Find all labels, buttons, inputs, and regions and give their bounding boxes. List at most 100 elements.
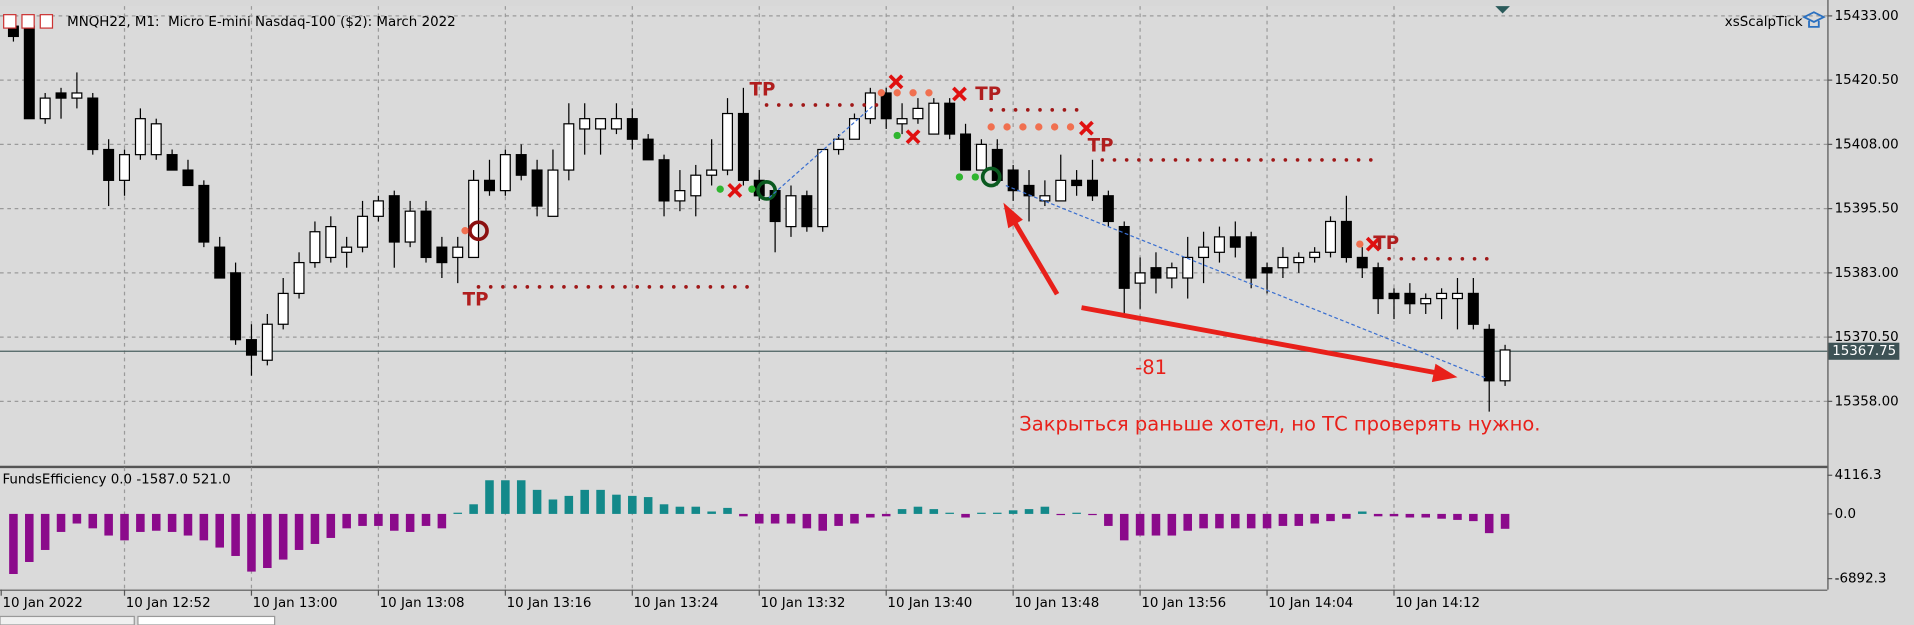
candle-body: [309, 231, 321, 264]
histogram-bar: [659, 504, 669, 514]
candle-body: [610, 118, 622, 130]
close-mark: [952, 86, 967, 102]
indicator-pane: [0, 468, 1828, 589]
chart-title: MNQH22, M1: Micro E-mini Nasdaq-100 ($2)…: [67, 15, 456, 30]
candle-body: [357, 215, 369, 248]
candle-body: [1213, 236, 1225, 253]
histogram-bar: [453, 512, 463, 514]
histogram-bar: [723, 507, 732, 514]
histogram-bar: [1008, 510, 1018, 514]
histogram-bar: [120, 513, 129, 541]
candle-body: [1198, 246, 1210, 259]
candle-body: [1150, 267, 1162, 279]
price-label: 15367.75: [1832, 344, 1896, 359]
arrows: [1003, 202, 1458, 383]
tp-label: TP: [975, 84, 1001, 105]
candle-body: [214, 246, 226, 279]
histogram-bar: [929, 509, 939, 514]
note: Закрыться раньше хотел, но ТС проверять …: [1019, 412, 1540, 435]
x-tick-label: 10 Jan 13:00: [253, 596, 338, 611]
candle-body: [547, 169, 559, 217]
signal-dot: [893, 131, 901, 140]
candle-body: [230, 272, 242, 341]
histogram-bar: [1310, 513, 1319, 524]
candle-body: [706, 169, 718, 176]
icon[interactable]: [3, 14, 17, 29]
histogram-bar: [1357, 511, 1367, 514]
candle-body: [1372, 267, 1384, 300]
histogram-bar: [342, 513, 351, 529]
histogram-bar: [1231, 513, 1240, 529]
histogram-bar: [1246, 513, 1256, 529]
y-tick-label: 15408.00: [1835, 137, 1899, 152]
tab[interactable]: [0, 615, 135, 625]
histogram-bar: [881, 513, 891, 517]
candle-body: [261, 323, 273, 361]
close-mark: [1365, 236, 1381, 252]
histogram-bar: [1072, 512, 1081, 514]
histogram-bar: [374, 513, 383, 526]
histogram-bar: [263, 513, 272, 568]
histogram-bar: [1104, 513, 1113, 526]
candle-body: [658, 159, 670, 202]
y-tick-label: 15395.50: [1835, 202, 1899, 217]
histogram-bar: [580, 489, 589, 514]
histogram-bar: [516, 480, 526, 514]
candle-body: [690, 174, 702, 197]
candle-body: [119, 154, 131, 181]
candle-body: [1499, 349, 1511, 382]
candle-body: [1436, 292, 1448, 300]
histogram-bar: [326, 513, 336, 538]
candle-body: [1071, 179, 1083, 187]
histogram-bar: [72, 513, 82, 524]
histogram-bar: [866, 513, 875, 518]
close-mark: [727, 183, 743, 198]
arrow: [1011, 218, 1060, 296]
candle-body: [182, 169, 194, 187]
candle-body: [1023, 184, 1035, 197]
candle-body: [150, 123, 162, 156]
candle-body: [452, 246, 464, 259]
histogram-bar: [707, 511, 716, 514]
icon[interactable]: [39, 14, 54, 29]
candle-body: [785, 195, 797, 228]
candle-body: [1277, 256, 1289, 269]
histogram-bar: [1421, 513, 1431, 518]
expert-name: xsScalpTick: [1725, 15, 1803, 30]
candle-body: [71, 92, 83, 99]
histogram-bar: [501, 480, 510, 514]
x-tick-label: 10 Jan 13:40: [887, 596, 972, 611]
expert-icon[interactable]: [1802, 11, 1826, 28]
histogram-bar: [850, 513, 859, 524]
tab[interactable]: [137, 615, 276, 625]
histogram-bar: [977, 512, 986, 514]
histogram-bar: [628, 495, 637, 514]
icon[interactable]: [21, 14, 35, 29]
histogram-bar: [993, 512, 1002, 514]
histogram-bar: [596, 489, 605, 514]
signal-dots: [716, 131, 979, 193]
histogram-bar: [913, 506, 923, 514]
candle-body: [134, 118, 146, 156]
histogram-bar: [739, 513, 748, 517]
histogram-bar: [215, 513, 224, 548]
candle-body: [833, 138, 845, 151]
price-label-box: [1828, 342, 1900, 360]
candle-body: [1055, 179, 1067, 202]
candle-body: [1229, 236, 1241, 248]
candle-body: [1325, 220, 1337, 253]
tp-label: TP: [1373, 233, 1399, 254]
x-tick-label: 10 Jan 12:52: [126, 596, 211, 611]
histogram-bar: [310, 513, 320, 544]
candle-body: [515, 154, 527, 176]
histogram-bar: [1294, 513, 1304, 526]
candle-body: [531, 169, 543, 207]
candle-body: [1087, 179, 1098, 197]
candle-body: [341, 246, 353, 253]
trade-overlay: TP TP TP TP TP -81 Закрыться раньше хоте…: [461, 74, 1541, 435]
candle-body: [896, 118, 908, 125]
candle-body: [499, 154, 511, 192]
candle-body: [1356, 256, 1368, 269]
histogram-bar: [1389, 513, 1399, 517]
close-mark: [905, 129, 921, 145]
